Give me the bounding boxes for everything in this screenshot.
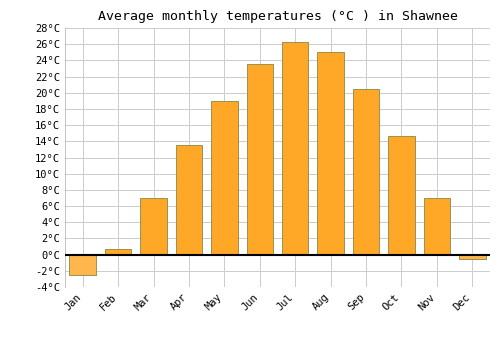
- Bar: [246, 64, 273, 255]
- Bar: [388, 136, 414, 255]
- Bar: [140, 198, 167, 255]
- Bar: [176, 145, 202, 255]
- Bar: [70, 255, 96, 275]
- Title: Average monthly temperatures (°C ) in Shawnee: Average monthly temperatures (°C ) in Sh…: [98, 10, 458, 23]
- Bar: [105, 249, 132, 255]
- Bar: [318, 52, 344, 255]
- Bar: [424, 198, 450, 255]
- Bar: [282, 42, 308, 255]
- Bar: [211, 101, 238, 255]
- Bar: [459, 255, 485, 259]
- Bar: [353, 89, 380, 255]
